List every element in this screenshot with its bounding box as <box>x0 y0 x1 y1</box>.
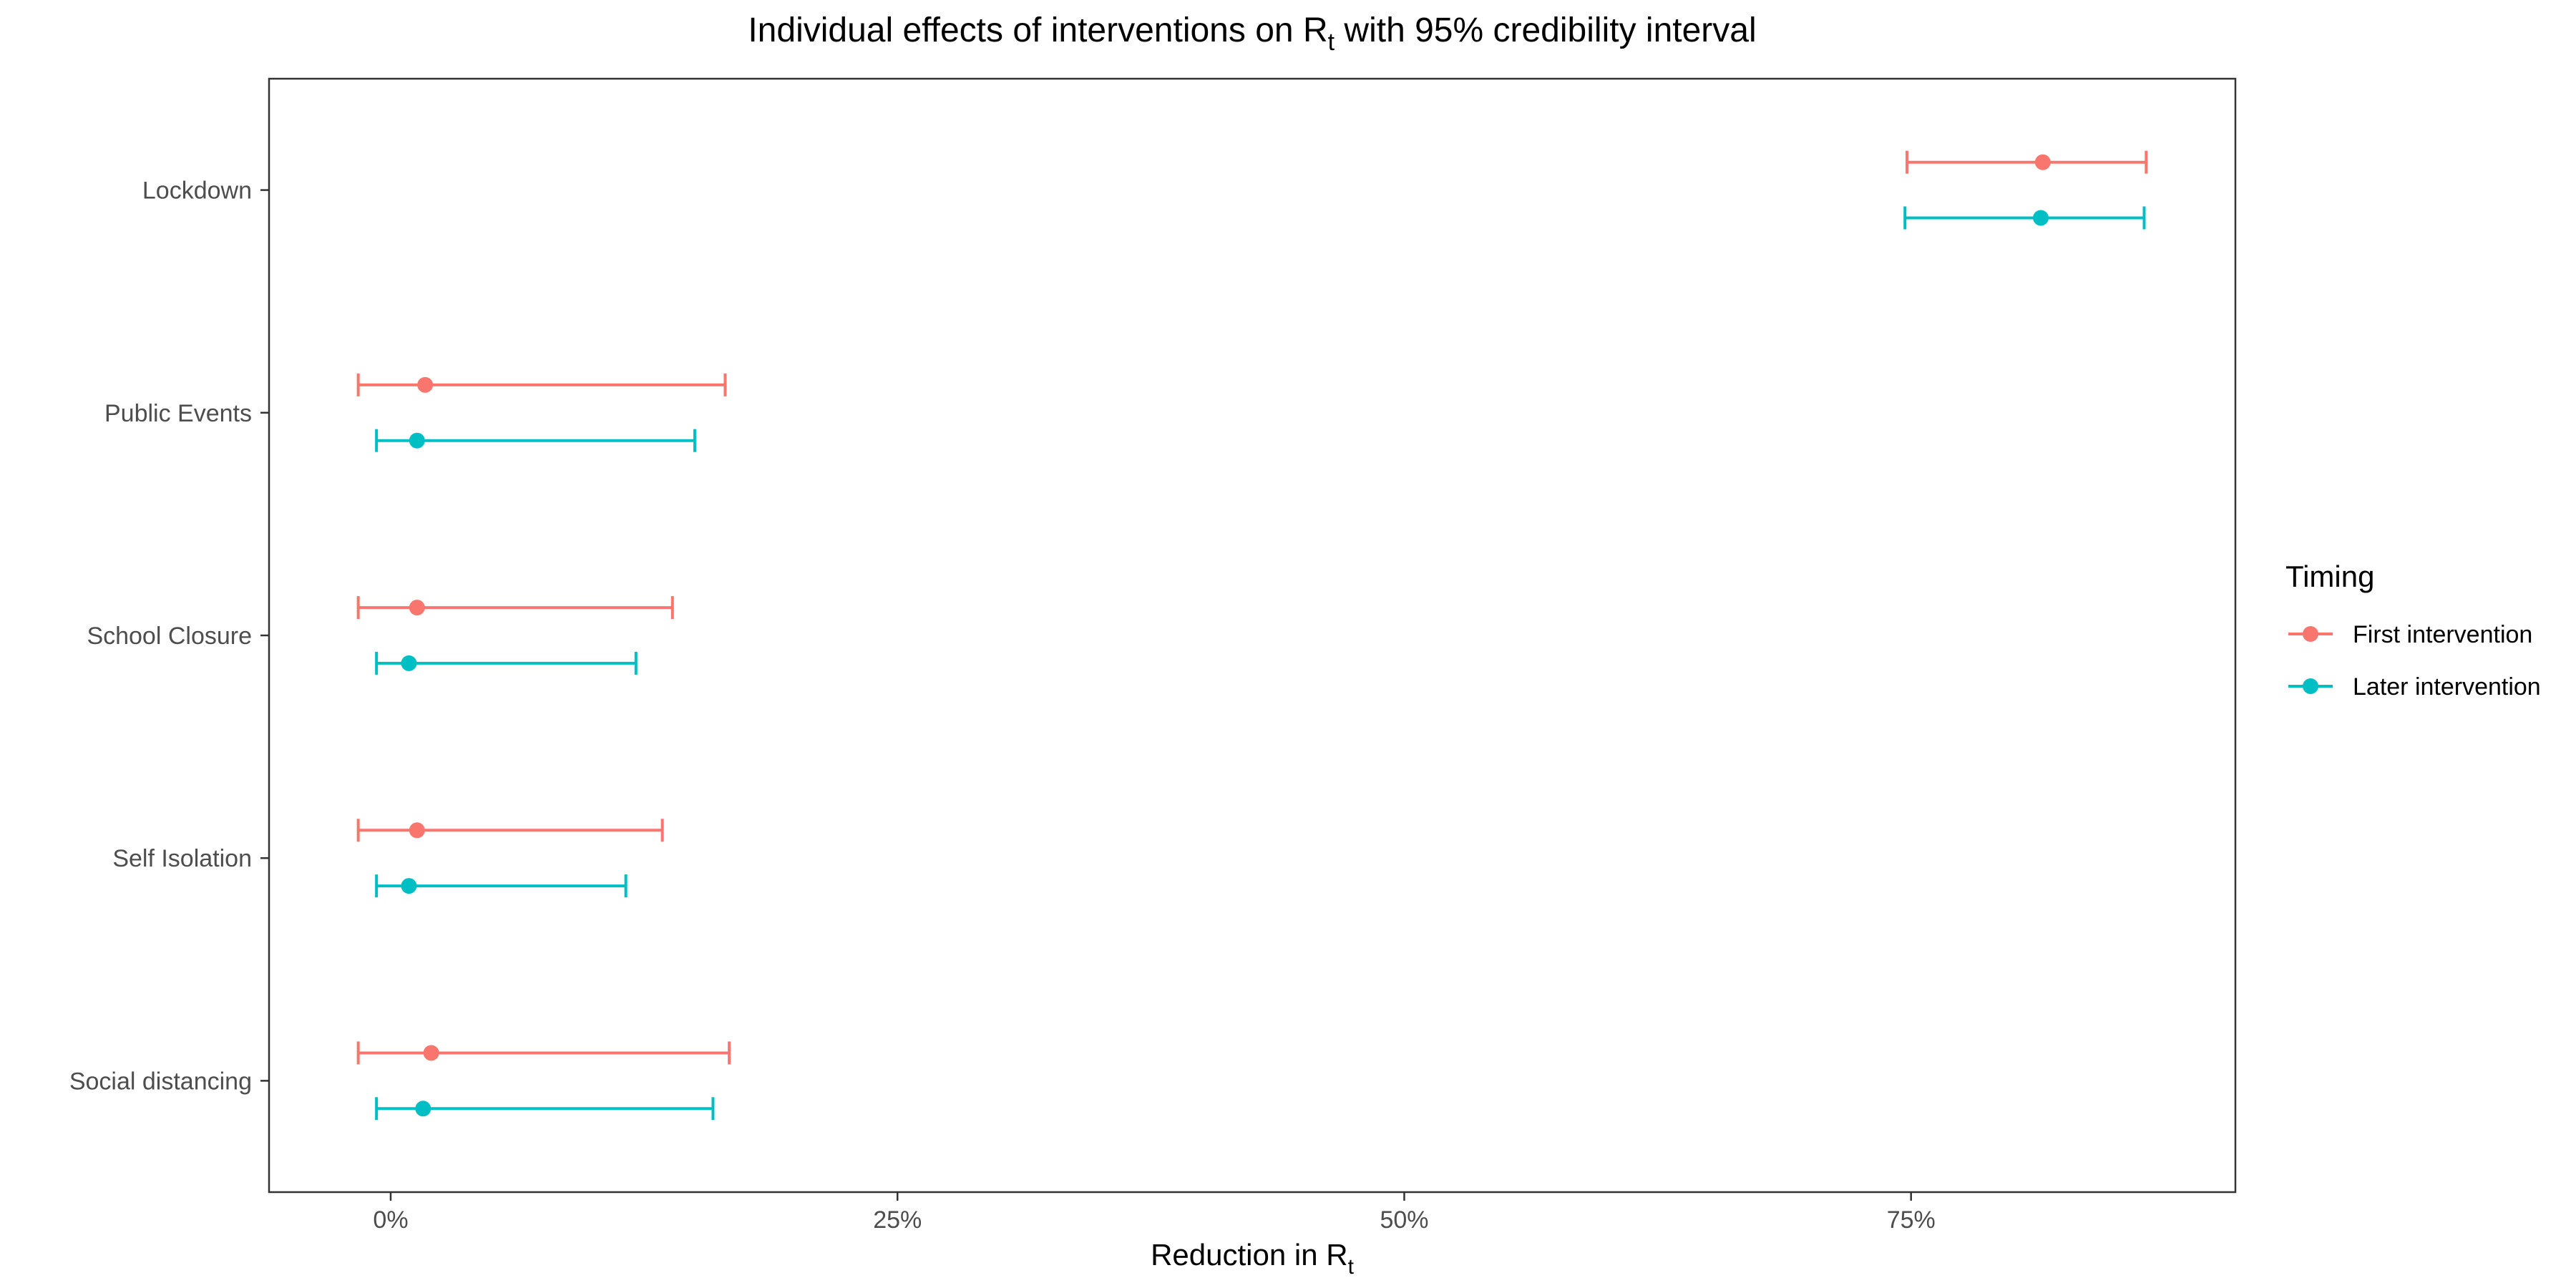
x-tick-label: 50% <box>1380 1206 1428 1234</box>
y-tick-label: Public Events <box>104 400 252 427</box>
errorbar-1-3 <box>375 874 628 898</box>
estimate-point <box>423 1045 439 1061</box>
legend-title: Timing <box>2285 560 2374 593</box>
errorbar-0-4 <box>356 1041 731 1065</box>
y-tick-label: Self Isolation <box>112 845 252 872</box>
y-tick-label: School Closure <box>87 623 252 650</box>
x-tick-label: 0% <box>373 1206 408 1234</box>
legend-key-point <box>2303 626 2318 642</box>
x-axis-label-subscript: t <box>1348 1255 1355 1279</box>
errorbar-1-2 <box>375 651 638 675</box>
x-axis: 0% 25% 50% 75% <box>373 1192 1936 1234</box>
chart-marks <box>356 150 2148 1121</box>
errorbar-0-2 <box>356 596 674 620</box>
svg-text:Reduction in Rt: Reduction in Rt <box>1151 1238 1354 1279</box>
errorbar-1-4 <box>375 1097 715 1121</box>
legend-item-0: First intervention <box>2288 621 2532 648</box>
legend-label: Later intervention <box>2353 673 2541 701</box>
estimate-point <box>409 822 425 839</box>
legend-label: First intervention <box>2353 621 2532 648</box>
estimate-point <box>409 600 425 616</box>
errorbar-0-3 <box>356 819 664 842</box>
chart-title-main: Individual effects of interventions on R <box>748 11 1327 49</box>
legend: Timing First intervention Later intervent… <box>2285 560 2541 701</box>
y-tick-label: Lockdown <box>142 177 252 205</box>
errorbar-0-1 <box>356 373 727 396</box>
legend-item-1: Later intervention <box>2288 673 2541 701</box>
chart-title-rest: with 95% credibility interval <box>1335 11 1757 49</box>
x-tick-label: 75% <box>1887 1206 1936 1234</box>
chart-title-subscript: t <box>1328 29 1335 56</box>
y-tick-label: Social distancing <box>69 1068 252 1095</box>
estimate-point <box>401 878 417 894</box>
x-axis-label-main: Reduction in R <box>1151 1238 1347 1272</box>
estimate-point <box>409 432 425 449</box>
x-axis-label: Reduction in Rt <box>1151 1238 1354 1279</box>
estimate-point <box>415 1101 431 1117</box>
svg-text:Individual effects of interven: Individual effects of interventions on R… <box>748 11 1756 56</box>
estimate-point <box>401 655 417 671</box>
errorbar-1-0 <box>1903 206 2146 230</box>
plot-panel <box>268 77 2237 1194</box>
estimate-point <box>2034 154 2051 170</box>
legend-key-point <box>2303 678 2318 694</box>
estimate-point <box>2033 210 2049 226</box>
errorbar-1-1 <box>375 429 696 452</box>
x-tick-label: 25% <box>873 1206 922 1234</box>
estimate-point <box>417 376 434 393</box>
errorbar-0-0 <box>1906 150 2148 174</box>
chart-title: Individual effects of interventions on R… <box>748 11 1756 56</box>
y-axis: Lockdown Public Events School Closure Self … <box>69 177 269 1095</box>
